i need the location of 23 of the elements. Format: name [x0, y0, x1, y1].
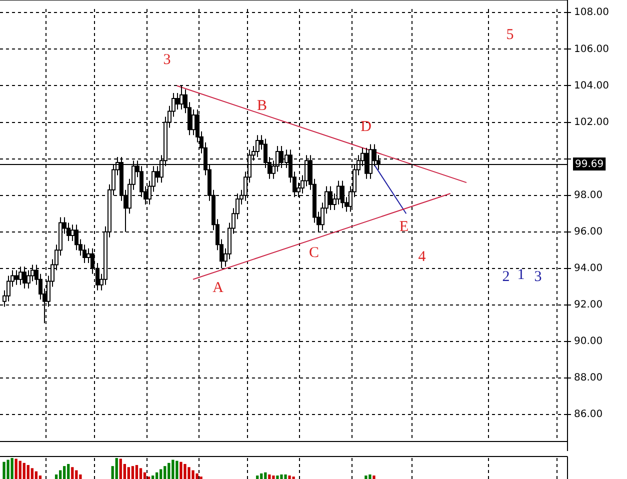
annotation: 2: [502, 268, 510, 285]
y-tick-label: 86.00: [574, 409, 603, 420]
y-tick-label: 96.00: [574, 226, 603, 238]
annotation: B: [256, 98, 268, 114]
ref-line-label: 99.69: [575, 159, 604, 170]
annotation: A: [212, 280, 224, 296]
annotation: E: [399, 218, 409, 235]
y-tick-label: 102.00: [574, 116, 609, 128]
annotation: 3: [534, 268, 542, 285]
annotation: 3: [163, 52, 171, 68]
y-tick-label: 104.00: [574, 80, 609, 92]
y-tick-label: 108.00: [574, 7, 609, 18]
y-tick-label: 88.00: [574, 372, 603, 384]
y-tick-label: 106.00: [574, 44, 609, 55]
y-tick-label: 94.00: [574, 263, 603, 274]
y-tick-label: 92.00: [574, 300, 603, 311]
y-tick-label: 98.00: [574, 190, 603, 201]
annotation: 5: [506, 26, 514, 43]
y-tick-label: 90.00: [574, 336, 603, 348]
annotation: D: [360, 118, 372, 135]
annotation: 1: [517, 266, 525, 283]
annotation: 4: [418, 248, 426, 265]
annotation: C: [308, 244, 320, 261]
